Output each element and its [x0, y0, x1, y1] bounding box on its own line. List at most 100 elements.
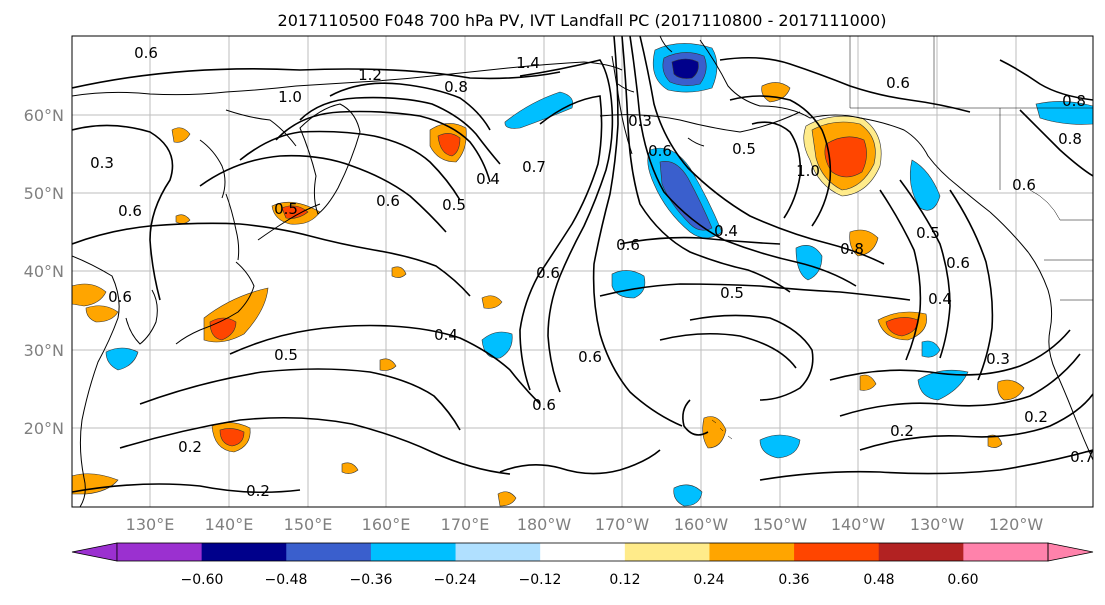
contour-label: 0.8 — [1058, 130, 1082, 148]
contour-label: 0.6 — [376, 192, 400, 210]
lon-label: 180°W — [517, 515, 572, 534]
gridlines — [72, 36, 1093, 507]
colorbar-tick-label: −0.36 — [350, 572, 393, 588]
lon-label: 140°E — [205, 515, 254, 534]
colorbar-bins — [117, 543, 1049, 561]
pv-contour-17 — [629, 36, 857, 287]
pos-anomaly-18 — [391, 266, 407, 278]
map-frame — [71, 35, 1094, 508]
pos-anomaly-se2-core — [219, 428, 245, 447]
coast-japan — [175, 261, 255, 345]
pv-contour-28 — [659, 332, 797, 369]
pos-anomaly-17 — [987, 434, 1003, 448]
contour-label: 0.7 — [1070, 448, 1094, 466]
pos-anomaly-13 — [175, 214, 191, 224]
pv-contour-23 — [899, 179, 951, 359]
neg-anomaly-1 — [504, 91, 574, 129]
lon-axis: 130°E 140°E 150°E 160°E 170°E 180°W 170°… — [126, 515, 1044, 534]
contour-label: 0.3 — [90, 154, 114, 172]
lon-label: 120°W — [989, 515, 1044, 534]
lat-axis: 60°N 50°N 40°N 30°N 20°N — [24, 106, 64, 438]
neg-anomaly-11 — [921, 340, 941, 358]
colorbar-ticks: −0.60 −0.48 −0.36 −0.24 −0.12 0.12 0.24 … — [181, 572, 979, 588]
pv-contour-15 — [592, 36, 683, 427]
colorbar-tick-label: −0.24 — [434, 572, 477, 588]
coast-okhotsk — [199, 109, 297, 199]
lon-label: 160°W — [674, 515, 729, 534]
contour-label: 0.6 — [578, 348, 602, 366]
contour-label: 0.2 — [890, 422, 914, 440]
pv-contour-3 — [329, 82, 491, 131]
pv-contour-30 — [839, 353, 1081, 417]
pv-contour-35 — [682, 399, 709, 436]
colorbar-tick-label: 0.24 — [693, 572, 724, 588]
pos-anomaly-11 — [481, 295, 503, 309]
colorbar-tick-label: 0.60 — [947, 572, 978, 588]
contour-label: 0.6 — [946, 254, 970, 272]
contour-label: 0.6 — [134, 44, 158, 62]
colorbar-tick-label: 0.36 — [778, 572, 809, 588]
lat-label: 20°N — [24, 419, 64, 438]
pos-anomaly-15 — [171, 127, 191, 143]
coast-bc-us — [989, 211, 1093, 461]
pv-contour-10 — [139, 368, 461, 431]
colorbar-tick-label: 0.48 — [863, 572, 894, 588]
pv-contour-20 — [729, 95, 832, 227]
colorbar-frame — [116, 542, 1049, 562]
pos-anomaly-9 — [72, 473, 119, 495]
lon-label: 150°W — [753, 515, 808, 534]
contour-label: 0.5 — [442, 196, 466, 214]
pos-anomaly-alaska-core — [824, 136, 867, 178]
pv-contour-31 — [859, 393, 1093, 451]
contour-label: 0.6 — [118, 202, 142, 220]
pos-anomaly-7 — [85, 305, 119, 323]
coast-kuril-aleutian — [257, 111, 801, 241]
contour-label: 0.6 — [532, 396, 556, 414]
figure-title: 2017110500 F048 700 hPa PV, IVT Landfall… — [278, 11, 887, 30]
colorbar-extend-low — [71, 542, 118, 562]
contour-label: 0.7 — [522, 158, 546, 176]
pv-contour-33 — [1019, 109, 1093, 177]
contour-label: 1.2 — [358, 66, 382, 84]
pos-anomaly-12 — [859, 374, 877, 391]
contour-label: 0.6 — [886, 74, 910, 92]
pv-contour-22 — [879, 189, 922, 361]
colorbar-tick-label: −0.60 — [181, 572, 224, 588]
border-hawaii — [711, 419, 733, 440]
pv-contour-27 — [689, 314, 814, 401]
coast-kamchatka — [299, 103, 361, 215]
contour-label: 0.5 — [916, 224, 940, 242]
lon-label: 170°W — [595, 515, 650, 534]
pos-anomaly-14 — [379, 358, 397, 371]
colorbar-extend-high — [1047, 542, 1094, 562]
coast-china — [72, 255, 120, 507]
lat-label: 40°N — [24, 262, 64, 281]
pos-anomaly-se1-core — [885, 317, 919, 337]
lon-label: 170°E — [441, 515, 490, 534]
neg-anomaly-5 — [759, 434, 801, 459]
lon-label: 140°W — [831, 515, 886, 534]
contour-label: 0.6 — [1012, 176, 1036, 194]
neg-anomaly-7 — [105, 347, 139, 371]
colorbar-bin — [117, 543, 203, 561]
pos-anomaly-bering-w-core — [437, 133, 461, 157]
lat-label: 50°N — [24, 184, 64, 203]
contour-label: 0.2 — [178, 438, 202, 456]
lon-label: 130°E — [126, 515, 175, 534]
contour-label: 0.5 — [732, 140, 756, 158]
coastlines — [72, 36, 1093, 507]
pv-contours — [72, 36, 1093, 494]
pv-contour-26 — [619, 236, 781, 245]
contour-label: 0.4 — [928, 290, 952, 308]
neg-anomaly-4 — [795, 245, 823, 281]
coast-alaska — [611, 39, 991, 213]
lon-label: 160°E — [362, 515, 411, 534]
pv-contour-32 — [759, 449, 1093, 481]
coast-sakhalin — [225, 193, 240, 261]
pv-contour-34 — [999, 59, 1093, 101]
colorbar-bin — [455, 543, 541, 561]
lon-label: 150°E — [284, 515, 333, 534]
neg-anomaly-aleutian-core — [659, 161, 713, 231]
colorbar-bin — [709, 543, 795, 561]
